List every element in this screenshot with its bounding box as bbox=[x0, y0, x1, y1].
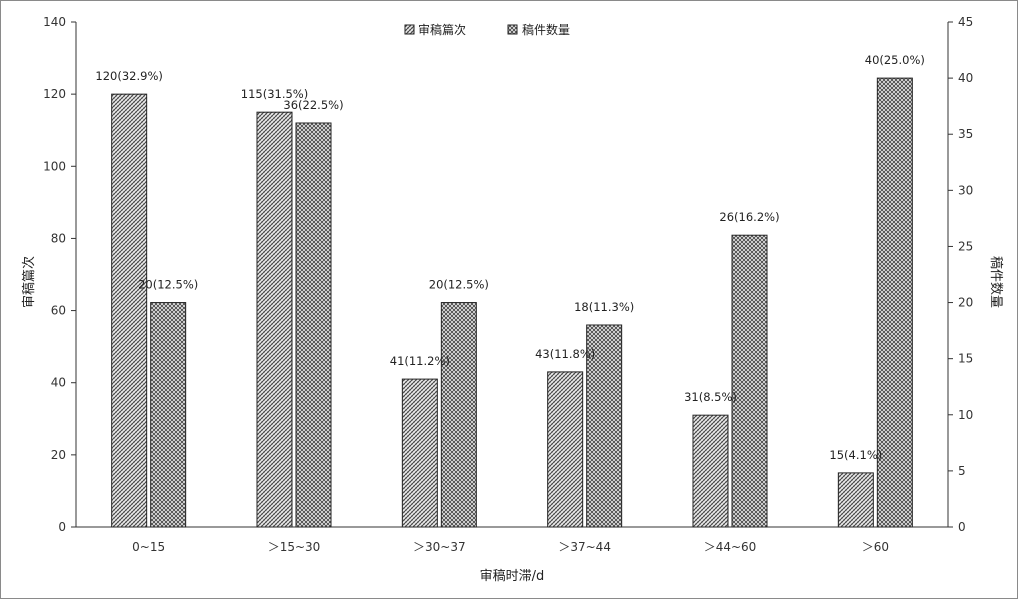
y-tick-label-left: 60 bbox=[51, 304, 66, 318]
y-tick-label-left: 100 bbox=[43, 159, 66, 173]
y-tick-label-right: 40 bbox=[958, 71, 973, 85]
x-tick-label: ＞60 bbox=[862, 540, 889, 554]
bar-5-series-1 bbox=[692, 414, 729, 528]
y-tick-label-right: 30 bbox=[958, 183, 973, 197]
bar-3-series-1 bbox=[401, 378, 438, 528]
bar-2-series-2 bbox=[295, 122, 332, 528]
bar-2-series-1 bbox=[256, 111, 293, 528]
y-tick-label-right: 35 bbox=[958, 127, 973, 141]
data-label-6-series-1: 15(4.1%) bbox=[829, 448, 882, 462]
y-tick-label-right: 0 bbox=[958, 520, 966, 534]
y-tick-label-left: 140 bbox=[43, 15, 66, 29]
x-tick-label: ＞30~37 bbox=[413, 540, 466, 554]
y-tick-label-right: 45 bbox=[958, 15, 973, 29]
y-ticks-left: 0 20 40 60 80 100 120 140 bbox=[43, 15, 76, 534]
data-label-3-series-1: 41(11.2%) bbox=[390, 354, 450, 368]
data-label-4-series-1: 43(11.8%) bbox=[535, 347, 595, 361]
bar-5-series-2 bbox=[731, 234, 768, 528]
data-labels: 120(32.9%) 20(12.5%) 115(31.5%)36(22.5%) 41… bbox=[95, 53, 924, 462]
y-tick-label-right: 25 bbox=[958, 239, 973, 253]
bar-3-series-2 bbox=[440, 302, 477, 528]
bars bbox=[111, 77, 913, 528]
data-label-2-series-2: 36(22.5%) bbox=[283, 98, 343, 112]
legend-label-series-2: 稿件数量 bbox=[522, 22, 570, 37]
y-tick-label-right: 20 bbox=[958, 296, 973, 310]
x-tick-label: ＞37~44 bbox=[558, 540, 611, 554]
data-label-1-series-2: 20(12.5%) bbox=[138, 278, 198, 292]
data-label-3-series-2: 20(12.5%) bbox=[429, 278, 489, 292]
y-tick-label-right: 15 bbox=[958, 352, 973, 366]
data-label-6-series-2: 40(25.0%) bbox=[865, 53, 925, 67]
y-tick-label-left: 20 bbox=[51, 448, 66, 462]
x-ticks: 0~15 ＞15~30 ＞30~37 ＞37~44 ＞44~60 ＞60 bbox=[132, 540, 889, 554]
x-axis-title: 审稿时滞/d bbox=[480, 568, 545, 584]
data-label-4-series-2: 18(11.3%) bbox=[574, 300, 634, 314]
data-label-5-series-2: 26(16.2%) bbox=[719, 210, 779, 224]
y-ticks-right: 0 5 10 15 20 25 30 35 40 45 bbox=[948, 15, 973, 534]
legend-swatch-series-2 bbox=[507, 24, 518, 35]
x-tick-label: ＞15~30 bbox=[268, 540, 321, 554]
x-tick-label: 0~15 bbox=[132, 540, 165, 554]
legend: 审稿篇次 稿件数量 bbox=[404, 22, 570, 37]
data-label-1-series-1: 120(32.9%) bbox=[95, 69, 162, 83]
y-tick-label-left: 40 bbox=[51, 376, 66, 390]
legend-swatch-series-1 bbox=[404, 24, 415, 35]
bar-4-series-1 bbox=[547, 371, 584, 528]
y-tick-label-left: 120 bbox=[43, 87, 66, 101]
y-axis-title-right: 稿件数量 bbox=[988, 256, 1004, 308]
y-tick-label-right: 5 bbox=[958, 464, 966, 478]
bar-6-series-2 bbox=[876, 77, 913, 528]
data-label-2-series-1: 115(31.5%) bbox=[241, 87, 308, 101]
bar-4-series-2 bbox=[586, 324, 623, 528]
x-tick-label: ＞44~60 bbox=[704, 540, 757, 554]
bar-1-series-1 bbox=[111, 93, 148, 528]
data-label-5-series-1: 31(8.5%) bbox=[684, 390, 737, 404]
bar-1-series-2 bbox=[150, 302, 187, 528]
y-tick-label-right: 10 bbox=[958, 408, 973, 422]
axes bbox=[75, 22, 949, 528]
bar-6-series-1 bbox=[837, 472, 874, 528]
y-tick-label-left: 80 bbox=[51, 231, 66, 245]
y-axis-title-left: 审稿篇次 bbox=[21, 256, 37, 308]
legend-label-series-1: 审稿篇次 bbox=[418, 22, 466, 37]
y-tick-label-left: 0 bbox=[58, 520, 66, 534]
